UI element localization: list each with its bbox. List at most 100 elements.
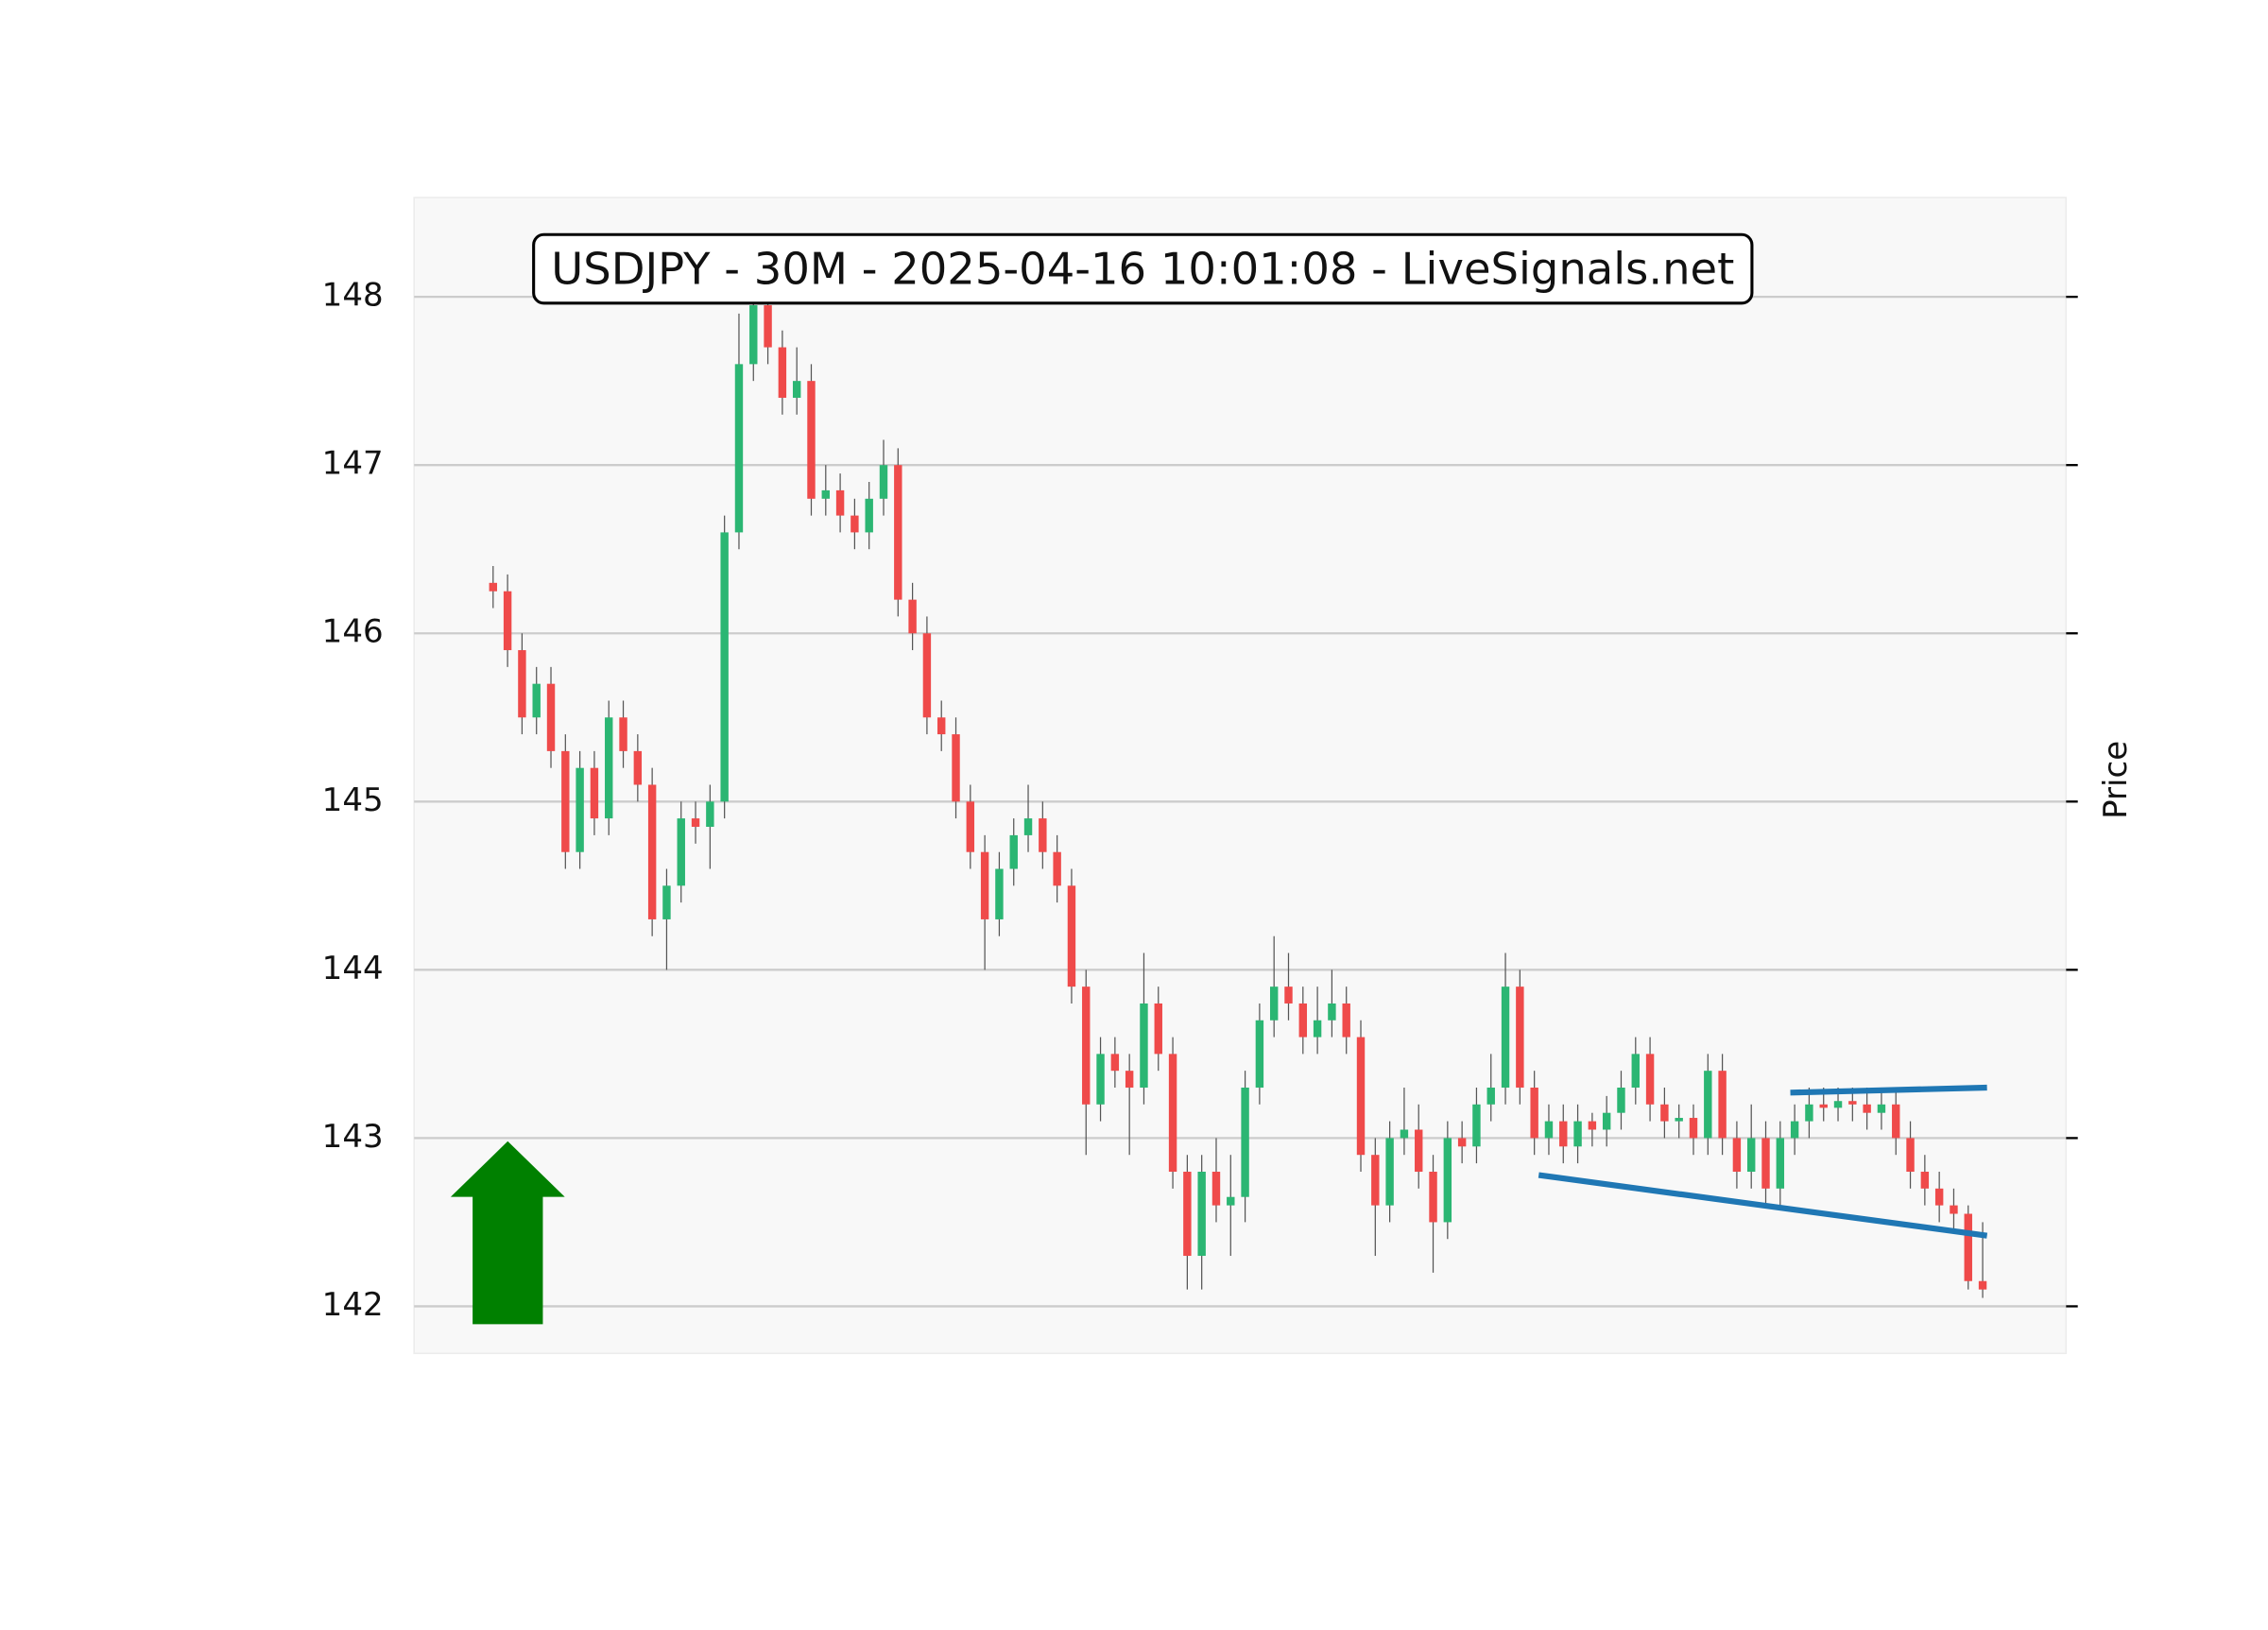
candle-body	[1892, 1104, 1900, 1139]
candle-body	[1356, 1037, 1366, 1156]
candle-body	[1284, 987, 1293, 1004]
candle-body	[1833, 1101, 1843, 1108]
signal-arrow	[450, 1141, 565, 1325]
plot-area	[413, 197, 2068, 1355]
candle-body	[561, 750, 570, 852]
y-tick-label: 148	[322, 277, 384, 315]
candle-body	[865, 498, 873, 533]
candle-body	[503, 591, 512, 651]
candle-body	[1588, 1121, 1597, 1130]
candle-body	[1125, 1071, 1134, 1088]
candle-body	[1385, 1138, 1394, 1206]
candle-body	[1313, 1020, 1322, 1038]
candle-body	[1053, 851, 1061, 886]
candle-body	[835, 489, 845, 516]
candle-body	[1400, 1129, 1409, 1139]
candle-body	[1978, 1280, 1987, 1290]
candle-body	[691, 818, 700, 827]
candle-body	[1371, 1155, 1380, 1206]
candle-body	[1776, 1138, 1785, 1189]
candle-body	[879, 465, 888, 499]
candle-body	[850, 515, 859, 533]
candle-body	[1906, 1138, 1915, 1173]
candle-body	[1819, 1104, 1828, 1108]
candle-body	[894, 465, 902, 600]
candle-body	[1805, 1104, 1813, 1122]
y-tick-label: 146	[322, 613, 384, 651]
candle-body	[1067, 885, 1076, 987]
candle-body	[980, 851, 989, 919]
candle-body	[1457, 1138, 1467, 1147]
candle-body	[1211, 1172, 1221, 1206]
candle-body	[1501, 987, 1510, 1088]
candle-body	[1848, 1101, 1857, 1105]
candle-body	[1645, 1054, 1655, 1105]
candle-body	[518, 650, 526, 718]
chart-title: USDJPY - 30M - 2025-04-16 10:01:08 - Liv…	[551, 244, 1734, 295]
candle-body	[1183, 1172, 1192, 1257]
candle-body	[647, 784, 657, 919]
candle-body	[952, 734, 960, 802]
candle-body	[1197, 1172, 1206, 1257]
candle-body	[1486, 1087, 1495, 1105]
candle-body	[1732, 1138, 1742, 1173]
candle-body	[1516, 987, 1524, 1088]
candle-body	[749, 305, 758, 365]
candle-body	[1718, 1071, 1727, 1139]
candle-body	[1269, 987, 1279, 1021]
candle-body	[1660, 1104, 1669, 1122]
candle-body	[662, 885, 671, 919]
candle-body	[1675, 1118, 1683, 1122]
candle-body	[1559, 1121, 1568, 1147]
trend-line	[1790, 1084, 1987, 1096]
candle-body	[1790, 1121, 1799, 1139]
trend-line	[1538, 1172, 1988, 1239]
candle-body	[1298, 1003, 1308, 1038]
candle-body	[1472, 1104, 1481, 1147]
candle-body	[1039, 818, 1047, 852]
candle-body	[1429, 1172, 1437, 1223]
candle-body	[1530, 1087, 1538, 1139]
candle-body	[1920, 1172, 1930, 1189]
candle-body	[908, 599, 917, 634]
candle-body	[1544, 1121, 1554, 1139]
y-tick-label: 147	[322, 445, 384, 483]
candle-body	[489, 582, 498, 592]
candle-body	[734, 364, 744, 533]
candle-body	[778, 347, 787, 398]
candle-body	[1415, 1129, 1423, 1173]
candle-body	[1761, 1138, 1770, 1189]
candle-body	[1964, 1213, 1972, 1281]
candle-body	[764, 305, 772, 348]
candle-body	[633, 750, 643, 785]
candle-body	[1704, 1071, 1712, 1139]
y-tick-label: 142	[322, 1286, 384, 1324]
candle-body	[1934, 1188, 1944, 1206]
candle-body	[590, 767, 599, 819]
y-tick-label: 145	[322, 781, 384, 819]
candle-body	[1747, 1138, 1756, 1173]
candle-body	[995, 868, 1004, 919]
candle-body	[532, 683, 541, 718]
candle-body	[937, 717, 946, 735]
candle-body	[677, 818, 685, 886]
candle-body	[1241, 1087, 1249, 1197]
candle-body	[1573, 1121, 1582, 1147]
candle-body	[807, 381, 816, 499]
y-tick-label: 143	[322, 1118, 384, 1156]
candle-body	[1168, 1054, 1177, 1173]
candle-body	[1328, 1003, 1336, 1021]
candle-body	[720, 532, 729, 802]
candle-body	[1631, 1054, 1640, 1088]
candle-body	[1009, 834, 1018, 869]
candle-body	[546, 683, 556, 751]
candle-body	[1096, 1054, 1105, 1105]
candle-body	[1602, 1112, 1611, 1130]
candles	[489, 288, 1987, 1298]
candle-body	[576, 767, 584, 852]
y-axis-label: Price	[2097, 741, 2135, 819]
candle-body	[1689, 1118, 1698, 1139]
candle-body	[1023, 818, 1033, 835]
